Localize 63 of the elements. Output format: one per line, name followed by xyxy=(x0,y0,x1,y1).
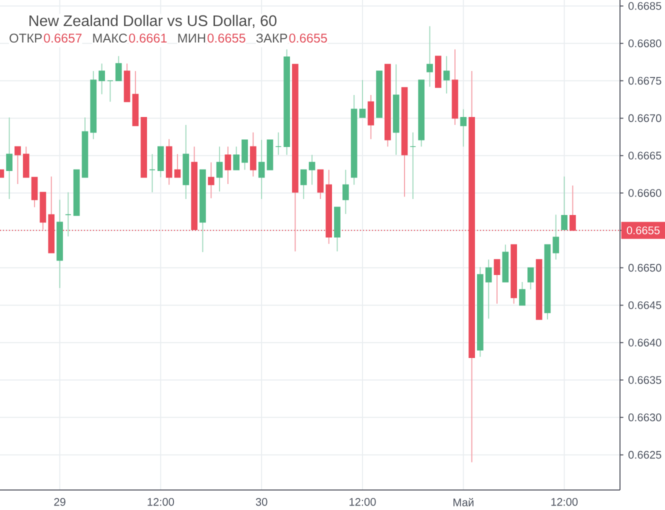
candlestick xyxy=(275,132,282,156)
candlestick xyxy=(561,176,568,230)
candlestick xyxy=(527,267,534,290)
annotation: 0.6655 xyxy=(208,34,246,43)
x-tick-label: 29 xyxy=(54,498,66,506)
candlestick xyxy=(233,146,240,170)
candlestick xyxy=(14,146,21,185)
annotation: МИН xyxy=(178,34,206,42)
candlestick xyxy=(216,146,223,192)
candlestick xyxy=(98,63,105,95)
annotation: 0.6657 xyxy=(44,34,82,43)
text: New Zealand Dollar vs US Dollar, 60 xyxy=(30,14,276,28)
candlestick xyxy=(300,169,307,200)
candlestick xyxy=(317,169,324,200)
candlestick xyxy=(250,132,256,178)
candlestick xyxy=(342,169,349,214)
candlestick xyxy=(519,282,526,306)
candlestick xyxy=(208,162,214,199)
y-tick-label: 0.6630 xyxy=(628,414,662,422)
y-tick-label: 0.6670 xyxy=(628,114,662,122)
candlestick xyxy=(107,80,114,102)
x-tick-label: 30 xyxy=(256,498,268,506)
candlestick xyxy=(149,154,156,193)
candlestick xyxy=(494,259,500,304)
candlestick xyxy=(174,154,181,178)
y-tick-label: 0.6675 xyxy=(628,76,662,85)
candlestick xyxy=(368,94,374,140)
candlestick xyxy=(31,176,38,208)
y-tick-label: 0.6645 xyxy=(628,301,662,310)
annotation: ОТКР xyxy=(10,34,42,43)
candlestick xyxy=(460,108,467,148)
y-tick-label: 0.6680 xyxy=(628,39,662,48)
annotation: МАКС xyxy=(93,34,128,43)
x-tick-label: 12:00 xyxy=(350,498,376,506)
y-tick-label: 0.6635 xyxy=(628,376,662,384)
annotation: 0.6661 xyxy=(129,34,167,43)
y-tick-label: 0.6665 xyxy=(628,152,662,160)
candlestick xyxy=(258,139,265,200)
x-tick-label: 12:00 xyxy=(148,498,174,506)
y-tick-label: 0.6685 xyxy=(628,2,662,10)
candlestick xyxy=(224,146,232,185)
y-tick-label: 0.6650 xyxy=(628,264,662,272)
y-tick-label: 0.6660 xyxy=(628,189,662,197)
annotation: 0.6655 xyxy=(289,34,327,43)
candlestick xyxy=(115,56,122,82)
candlestick xyxy=(157,146,164,178)
y-tick-label: 0.6625 xyxy=(628,450,662,459)
candlestick xyxy=(242,139,248,170)
x-tick-label: Май xyxy=(454,498,474,506)
candlestick xyxy=(426,26,433,88)
candlestick xyxy=(359,80,366,118)
candlestick xyxy=(485,259,492,320)
candlestick xyxy=(308,154,316,186)
ref-line-label: 0.6655 xyxy=(626,226,660,234)
candlestick xyxy=(6,116,12,200)
candlestick xyxy=(552,214,560,260)
y-tick-label: 0.6640 xyxy=(628,338,662,347)
x-tick-label: 12:00 xyxy=(551,498,578,506)
candlestick xyxy=(64,192,72,237)
candlestick xyxy=(22,146,30,178)
annotation: ЗАКР xyxy=(256,34,288,43)
candlestick xyxy=(410,132,416,200)
candlestick xyxy=(443,56,450,94)
